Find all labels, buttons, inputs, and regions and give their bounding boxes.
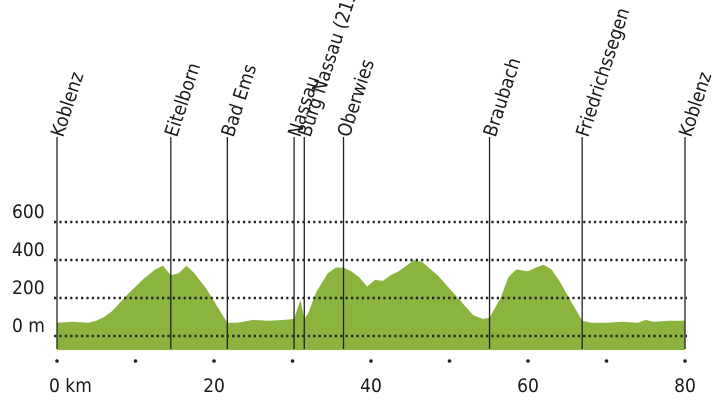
x-tick-mark (55, 359, 59, 363)
x-tick-mark (212, 359, 216, 363)
x-tick-mark (369, 359, 373, 363)
x-tick-label: 80 (674, 375, 696, 397)
location-label: Koblenz (47, 69, 89, 139)
x-tick-label: 20 (203, 375, 225, 397)
x-minor-tick-mark (604, 359, 609, 363)
x-minor-tick-mark (447, 359, 452, 363)
location-label: Oberwies (333, 57, 379, 140)
location-label: Koblenz (675, 69, 712, 139)
location-label: Bad Ems (217, 61, 261, 139)
x-minor-tick-mark (133, 359, 138, 363)
location-label: Eitelborn (161, 60, 206, 139)
x-tick-mark (526, 359, 530, 363)
x-minor-tick-mark (290, 359, 295, 363)
location-label: Friedrichssegen (572, 5, 634, 139)
x-tick-mark (683, 359, 687, 363)
x-tick-label: 40 (360, 375, 382, 397)
y-tick-label: 600 (12, 201, 45, 223)
y-tick-label: 0 m (12, 315, 45, 337)
location-label: Braubach (479, 55, 525, 139)
x-tick-label: 0 km (49, 375, 92, 397)
y-tick-label: 200 (12, 277, 45, 299)
x-tick-label: 60 (517, 375, 539, 397)
y-tick-label: 400 (12, 239, 45, 261)
elevation-area (57, 260, 685, 350)
